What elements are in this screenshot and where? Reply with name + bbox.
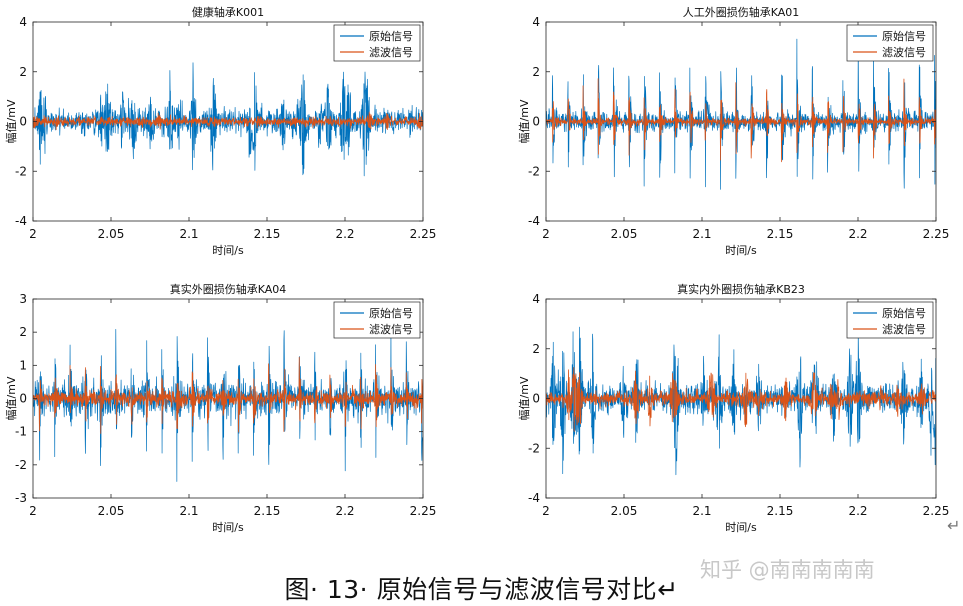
x-tick-label: 2.15	[767, 504, 794, 518]
legend-box	[333, 24, 421, 62]
legend-label: 滤波信号	[369, 323, 413, 336]
x-tick-label: 2.2	[848, 227, 867, 241]
y-tick-label: 1	[19, 358, 27, 372]
x-axis-label: 时间/s	[212, 244, 244, 257]
series-group	[546, 326, 936, 476]
y-tick-label: 4	[532, 15, 540, 29]
y-tick-label: 2	[19, 65, 27, 79]
x-tick-label: 2	[542, 504, 550, 518]
y-tick-label: -4	[15, 214, 27, 228]
y-tick-label: -4	[528, 491, 540, 505]
x-tick-label: 2.15	[254, 227, 281, 241]
x-tick-label: 2.1	[692, 504, 711, 518]
series-line-raw	[546, 38, 936, 190]
watermark-text: 知乎 @南南南南南	[700, 558, 875, 582]
y-tick-label: 2	[532, 342, 540, 356]
x-tick-label: 2.2	[335, 504, 354, 518]
subplot-4: 2 2.05 2.1 2.15 2.2 2.25 -4 -2 0 2 4 真实内外圈损伤轴承KB23 时…	[518, 282, 949, 534]
y-tick-label: 2	[19, 325, 27, 339]
series-group	[33, 328, 423, 482]
x-tick-label: 2.25	[923, 504, 950, 518]
y-tick-label: -4	[528, 214, 540, 228]
legend-label: 原始信号	[882, 306, 926, 320]
x-tick-label: 2.1	[692, 227, 711, 241]
y-axis-label: 幅值/mV	[518, 376, 531, 420]
y-tick-label: 4	[532, 292, 540, 306]
x-axis-label: 时间/s	[725, 244, 757, 257]
figure-caption: 图· 13· 原始信号与滤波信号对比↵	[284, 575, 679, 604]
series-line-filtered	[546, 78, 936, 163]
y-tick-label: -2	[528, 164, 540, 178]
x-tick-label: 2.1	[179, 504, 198, 518]
x-tick-label: 2.25	[410, 504, 437, 518]
x-tick-label: 2.2	[848, 504, 867, 518]
legend-label: 滤波信号	[369, 46, 413, 59]
subplot-2: 2 2.05 2.1 2.15 2.2 2.25 -4 -2 0 2 4 人工外圈损伤轴承KA01 时间…	[518, 5, 949, 257]
y-tick-label: 4	[19, 15, 27, 29]
x-tick-label: 2.05	[98, 227, 125, 241]
x-tick-label: 2.2	[335, 227, 354, 241]
x-tick-label: 2.1	[179, 227, 198, 241]
subplot-title: 真实内外圈损伤轴承KB23	[677, 282, 805, 296]
series-group	[33, 62, 423, 177]
x-tick-label: 2	[29, 227, 37, 241]
legend-label: 滤波信号	[882, 323, 926, 336]
y-tick-label: 0	[19, 392, 27, 406]
legend-label: 原始信号	[369, 306, 413, 320]
x-axis-label: 时间/s	[212, 521, 244, 534]
subplot-1: 2 2.05 2.1 2.15 2.2 2.25 -4 -2 0 2 4 健康轴承K001 时间/s 幅值…	[5, 5, 436, 257]
x-tick-label: 2.15	[254, 504, 281, 518]
return-mark-icon: ↵	[947, 516, 961, 535]
y-tick-label: 0	[532, 115, 540, 129]
x-axis-label: 时间/s	[725, 521, 757, 534]
x-tick-label: 2.05	[611, 504, 638, 518]
subplot-3: 2 2.05 2.1 2.15 2.2 2.25 -3 -2 -1 0 1 2 3 真实外圈损伤轴承KA0…	[5, 282, 436, 534]
x-tick-label: 2	[29, 504, 37, 518]
series-group	[546, 38, 936, 190]
y-tick-label: 2	[532, 65, 540, 79]
y-tick-label: 3	[19, 292, 27, 306]
y-tick-label: 0	[19, 115, 27, 129]
x-tick-label: 2.05	[98, 504, 125, 518]
subplot-title: 真实外圈损伤轴承KA04	[170, 282, 287, 296]
y-tick-label: 0	[532, 392, 540, 406]
y-tick-label: -2	[528, 441, 540, 455]
series-line-filtered	[33, 356, 423, 434]
y-axis-label: 幅值/mV	[5, 99, 18, 143]
y-tick-label: -2	[15, 164, 27, 178]
x-tick-label: 2.25	[923, 227, 950, 241]
legend-label: 滤波信号	[882, 46, 926, 59]
legend-label: 原始信号	[882, 29, 926, 43]
y-axis-label: 幅值/mV	[518, 99, 531, 143]
subplot-title: 人工外圈损伤轴承KA01	[683, 5, 800, 19]
series-line-filtered	[546, 367, 936, 432]
series-line-filtered	[33, 111, 423, 131]
legend-box	[846, 24, 934, 62]
y-tick-label: -1	[15, 425, 27, 439]
x-tick-label: 2.15	[767, 227, 794, 241]
legend-label: 原始信号	[369, 29, 413, 43]
y-tick-label: -3	[15, 491, 27, 505]
legend-box	[846, 301, 934, 339]
y-axis-label: 幅值/mV	[5, 376, 18, 420]
y-tick-label: -2	[15, 458, 27, 472]
x-tick-label: 2	[542, 227, 550, 241]
x-tick-label: 2.25	[410, 227, 437, 241]
x-tick-label: 2.05	[611, 227, 638, 241]
subplot-title: 健康轴承K001	[192, 5, 264, 19]
legend-box	[333, 301, 421, 339]
